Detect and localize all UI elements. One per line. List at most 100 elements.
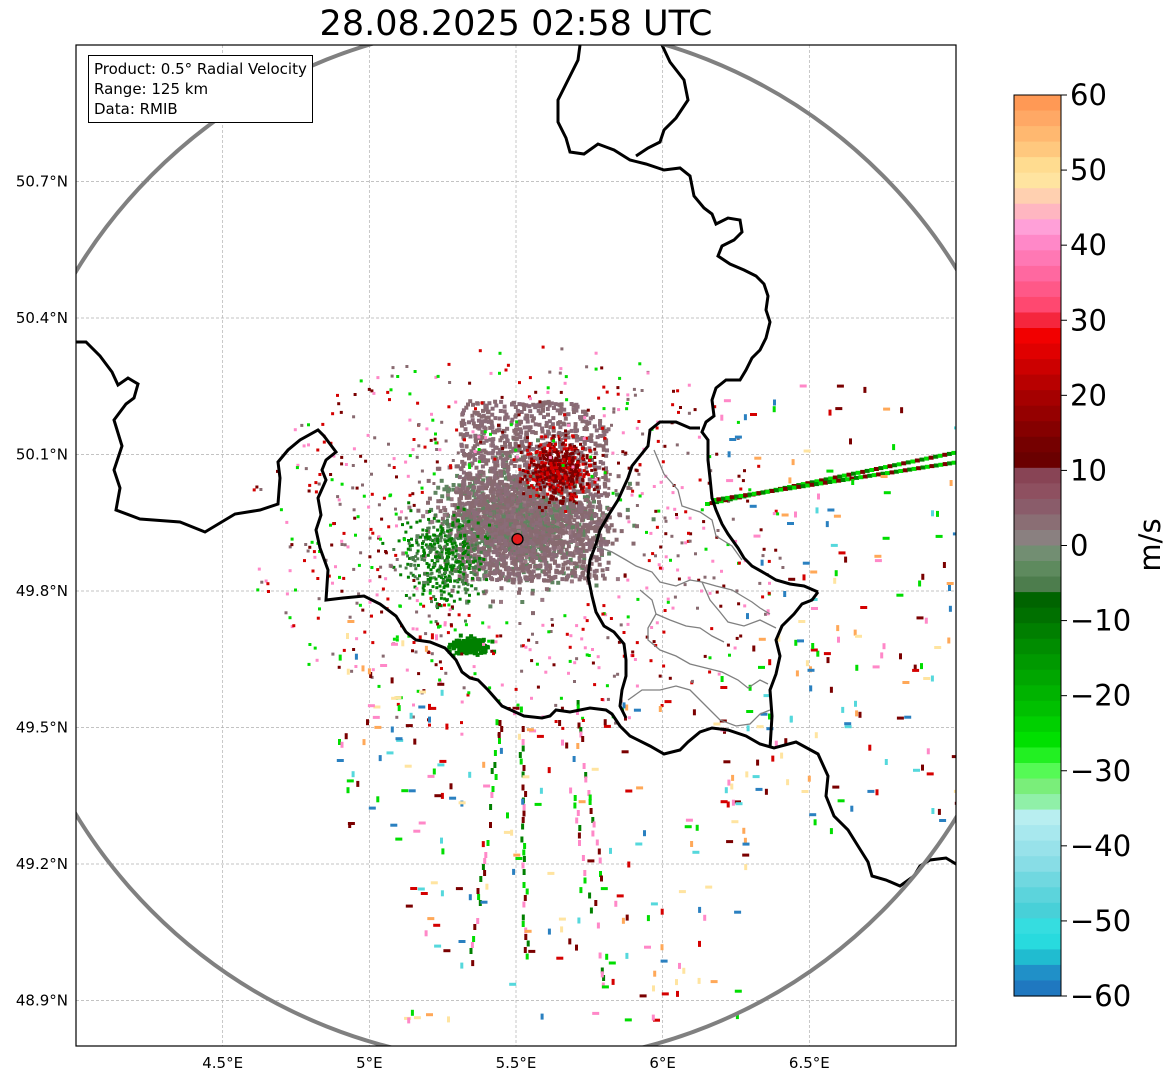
- echo-core: [549, 577, 554, 582]
- echo-neutral: [559, 522, 564, 526]
- echo-positive: [550, 468, 554, 472]
- echo-core: [476, 480, 481, 485]
- echo-positive: [592, 488, 596, 492]
- echo-core: [491, 563, 496, 568]
- echo-positive: [596, 490, 600, 494]
- echo-core: [508, 444, 513, 449]
- echo-core: [509, 461, 514, 466]
- echo-core: [517, 447, 522, 452]
- echo-core: [504, 434, 509, 439]
- echo-neutral: [569, 579, 574, 584]
- echo-negative: [381, 541, 385, 545]
- echo-core: [530, 418, 535, 423]
- echo-core: [493, 445, 498, 450]
- echo-core: [467, 474, 472, 478]
- echo-core: [490, 424, 495, 429]
- echo-core: [604, 542, 609, 547]
- echo-core: [578, 501, 583, 506]
- echo-core: [493, 530, 498, 535]
- echo-core: [503, 440, 507, 445]
- echo-negative: [443, 559, 447, 563]
- echo-negative: [409, 571, 413, 575]
- echo-core: [531, 416, 536, 421]
- echo-core: [515, 490, 520, 495]
- echo-core: [477, 533, 482, 538]
- echo-core: [522, 458, 526, 463]
- echo-core: [479, 526, 484, 531]
- echo-core: [502, 489, 507, 494]
- echo-negative: [481, 637, 486, 642]
- echo-neutral: [473, 519, 478, 524]
- echo-core: [544, 564, 549, 569]
- echo-neutral: [567, 514, 572, 519]
- echo-neutral: [438, 538, 443, 543]
- echo-negative: [454, 560, 458, 564]
- echo-neutral: [506, 578, 511, 583]
- echo-positive: [546, 467, 550, 471]
- echo-core: [506, 473, 511, 477]
- echo-negative: [426, 535, 430, 539]
- echo-core: [513, 405, 518, 409]
- echo-negative: [428, 589, 432, 592]
- echo-positive: [537, 444, 541, 448]
- echo-core: [485, 481, 490, 486]
- echo-core: [593, 473, 597, 478]
- echo-core: [531, 488, 536, 492]
- echo-negative: [421, 541, 424, 545]
- echo-neutral: [436, 499, 441, 504]
- echo-core: [504, 483, 509, 487]
- echo-positive: [576, 471, 580, 475]
- echo-core: [536, 402, 541, 407]
- echo-positive: [563, 466, 567, 470]
- echo-core: [543, 558, 548, 563]
- echo-negative: [445, 522, 449, 526]
- echo-core: [598, 541, 603, 546]
- echo-neutral: [491, 513, 496, 518]
- echo-core: [494, 563, 499, 567]
- echo-core: [461, 486, 466, 491]
- echo-negative: [437, 551, 441, 555]
- echo-negative: [451, 545, 455, 549]
- echo-neutral: [627, 481, 632, 486]
- echo-positive: [562, 482, 566, 486]
- echo-core: [574, 548, 579, 553]
- echo-neutral: [473, 536, 478, 541]
- echo-neutral: [415, 534, 420, 539]
- echo-neutral: [575, 542, 580, 547]
- echo-neutral: [455, 473, 460, 478]
- echo-core: [470, 418, 475, 423]
- echo-core: [534, 444, 539, 449]
- echo-positive: [588, 448, 592, 452]
- echo-core: [458, 554, 463, 559]
- echo-positive: [532, 459, 536, 463]
- echo-neutral: [474, 539, 479, 544]
- echo-core: [479, 503, 483, 508]
- echo-neutral: [504, 526, 509, 531]
- echo-core: [480, 522, 485, 527]
- echo-core: [606, 560, 611, 565]
- echo-core: [563, 555, 568, 560]
- echo-neutral: [503, 476, 508, 481]
- echo-negative: [413, 559, 417, 563]
- echo-negative: [452, 539, 456, 543]
- echo-core: [482, 550, 487, 555]
- echo-core: [544, 566, 549, 571]
- echo-core: [550, 447, 555, 452]
- echo-negative: [442, 586, 446, 590]
- echo-neutral: [487, 573, 492, 578]
- echo-neutral: [503, 500, 508, 505]
- echo-negative: [413, 585, 417, 589]
- echo-negative: [474, 543, 478, 547]
- echo-core: [533, 430, 538, 435]
- echo-core: [497, 416, 502, 421]
- echo-core: [584, 412, 589, 417]
- echo-core: [543, 572, 548, 577]
- echo-negative: [428, 510, 432, 513]
- echo-neutral: [451, 516, 456, 521]
- echo-positive: [568, 471, 572, 475]
- echo-neutral: [500, 453, 505, 458]
- echo-core: [526, 425, 530, 430]
- echo-positive: [554, 487, 558, 491]
- echo-positive: [555, 479, 558, 483]
- echo-core: [473, 433, 478, 438]
